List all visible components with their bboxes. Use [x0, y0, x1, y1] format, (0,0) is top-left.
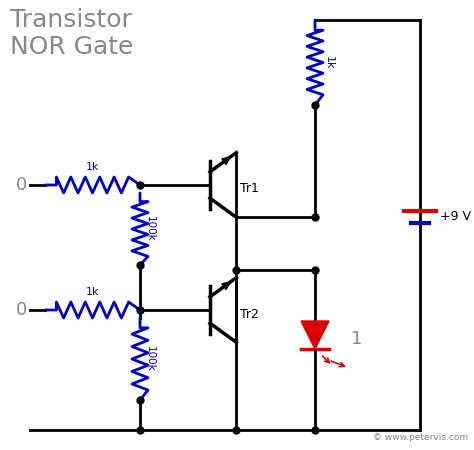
Text: 1k: 1k — [86, 162, 99, 172]
Text: 1: 1 — [351, 330, 363, 348]
Text: 100k: 100k — [145, 216, 155, 242]
Text: Tr1: Tr1 — [240, 183, 259, 195]
Polygon shape — [222, 282, 230, 289]
Text: +9 V: +9 V — [440, 211, 471, 224]
Polygon shape — [301, 321, 329, 349]
Text: 0: 0 — [17, 301, 27, 319]
Text: Tr2: Tr2 — [240, 307, 259, 320]
Text: 100k: 100k — [145, 346, 155, 372]
Text: 1k: 1k — [86, 287, 99, 297]
Text: 1k: 1k — [324, 56, 334, 69]
Polygon shape — [222, 157, 230, 165]
Text: Transistor
NOR Gate: Transistor NOR Gate — [10, 8, 133, 59]
Text: 0: 0 — [17, 176, 27, 194]
Text: © www.petervis.com: © www.petervis.com — [373, 433, 468, 442]
